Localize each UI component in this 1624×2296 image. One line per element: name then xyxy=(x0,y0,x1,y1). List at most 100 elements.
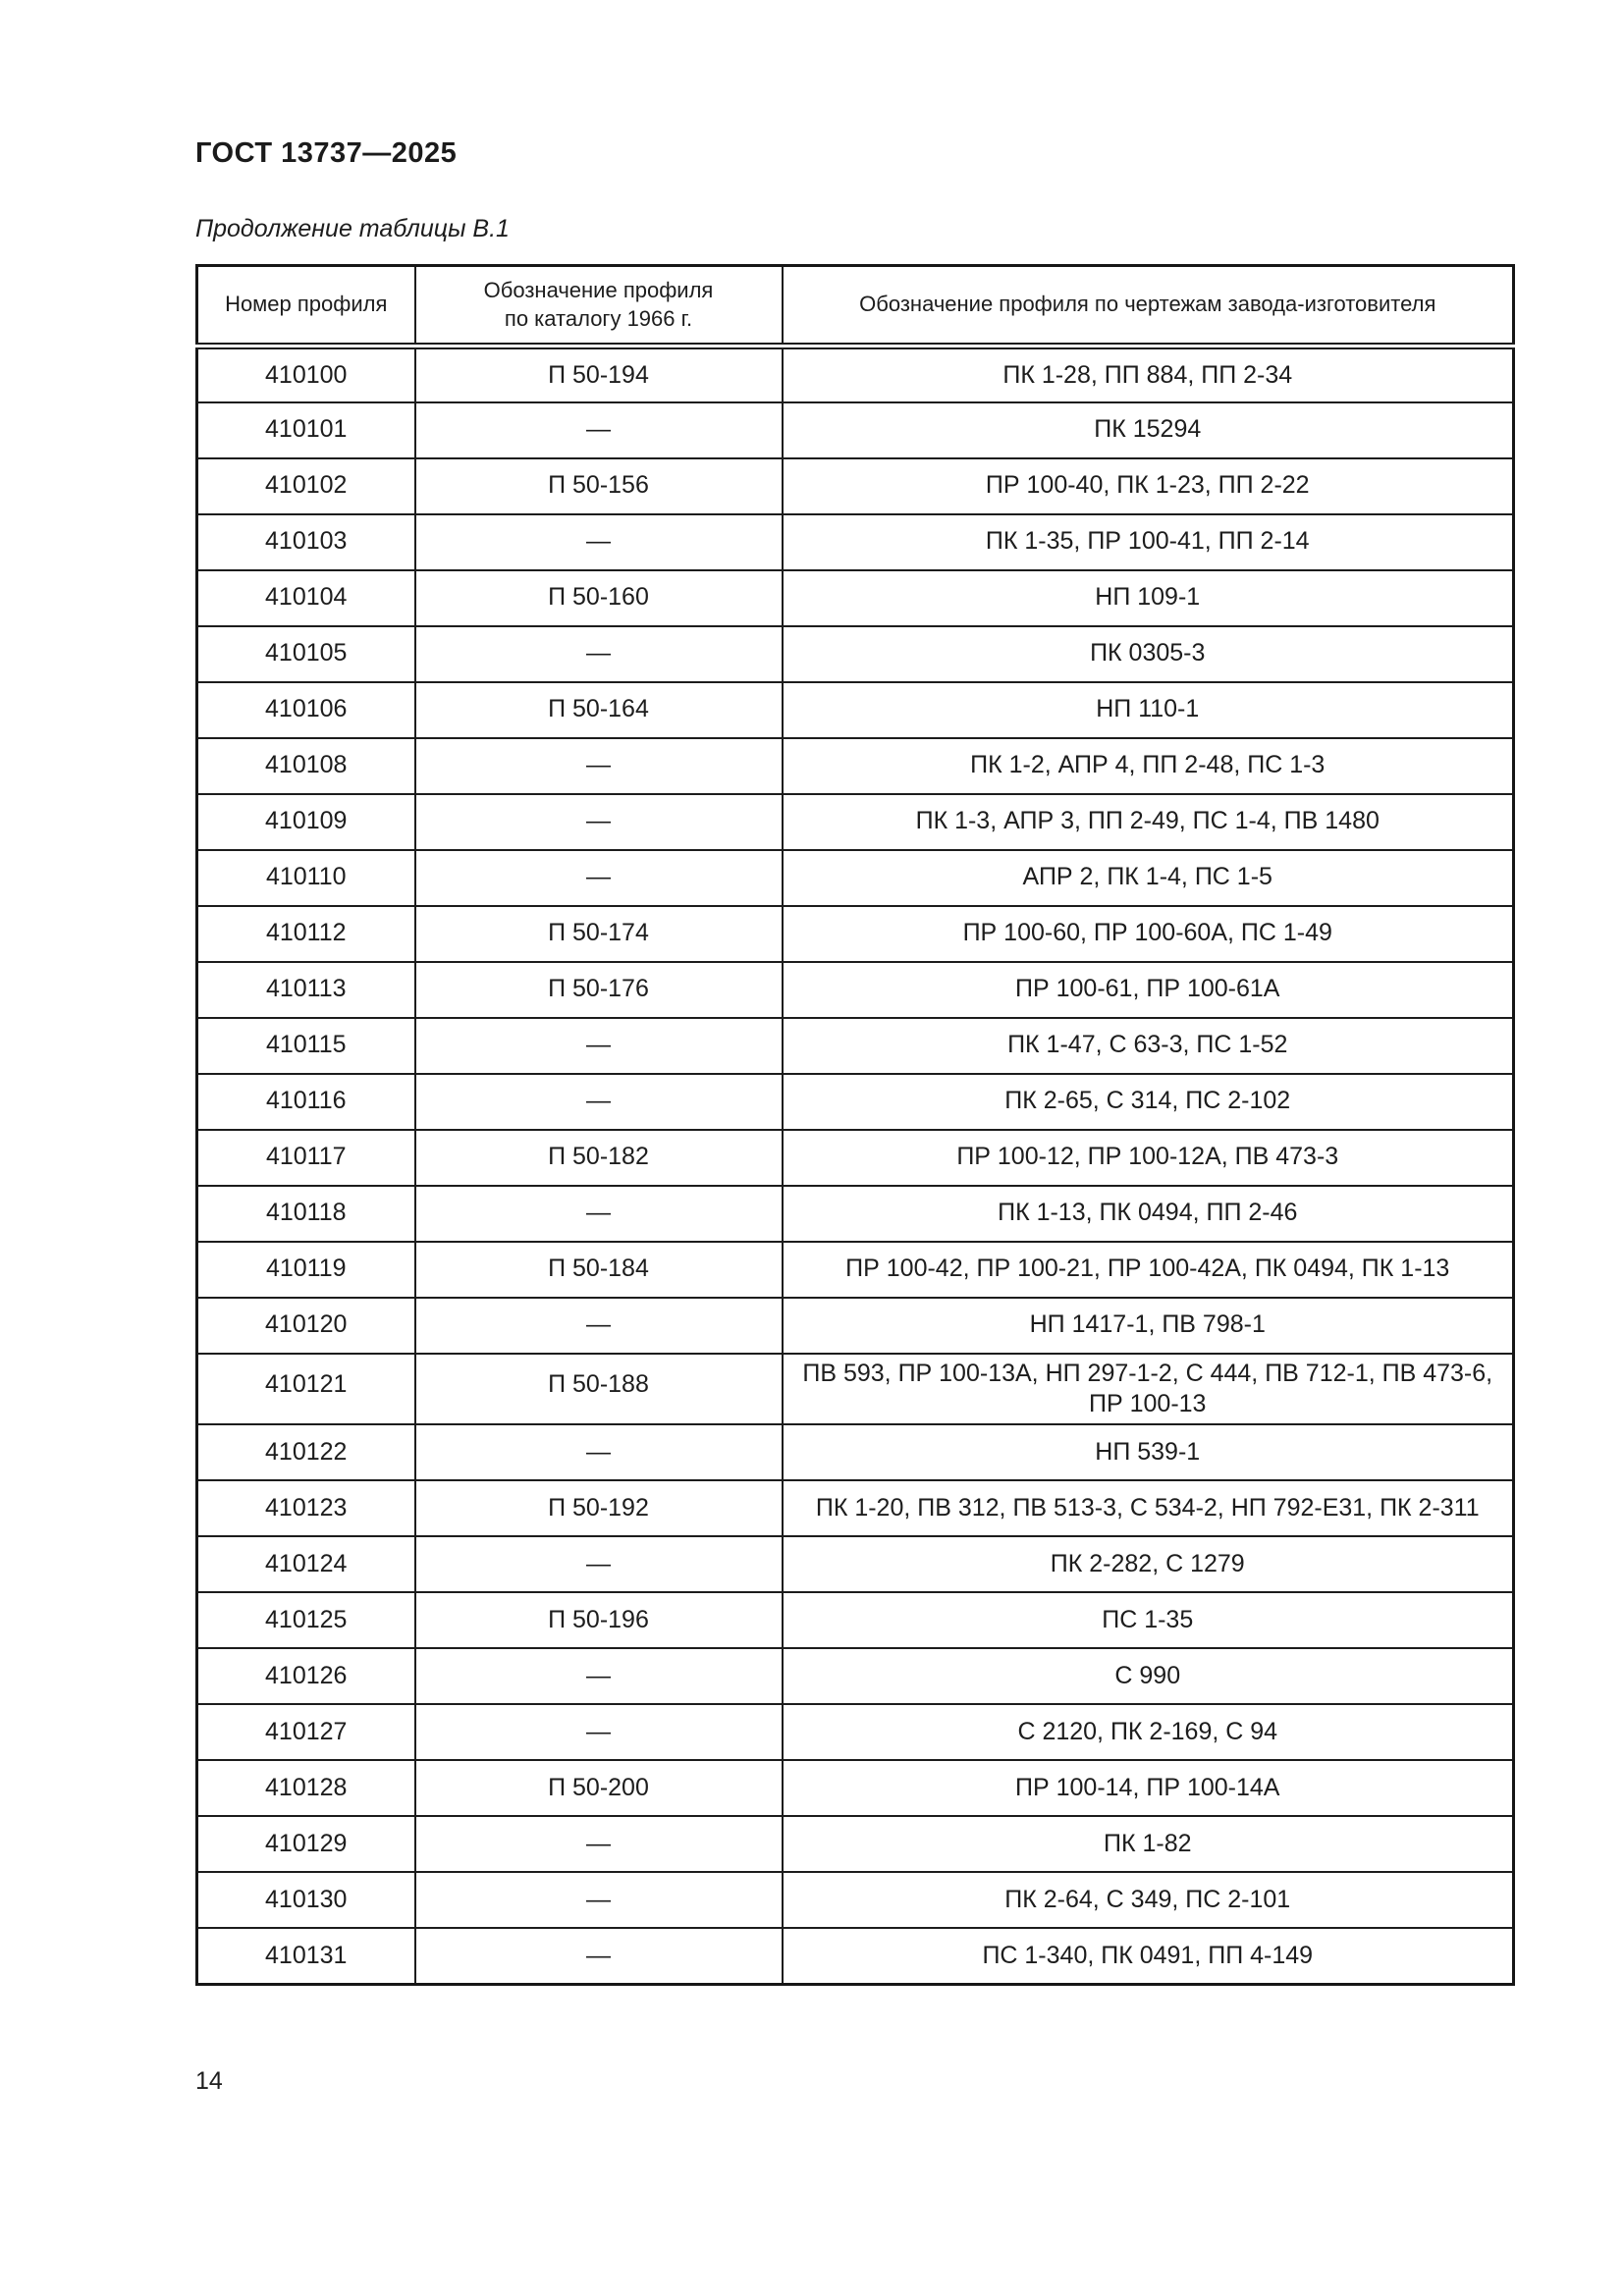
column-header-profile-number: Номер профиля xyxy=(195,264,416,349)
cell-factory-designation: ПК 2-65, С 314, ПС 2-102 xyxy=(781,1072,1515,1131)
table-body: 410100 П 50-194 ПК 1-28, ПП 884, ПП 2-34… xyxy=(195,345,1515,1985)
table-row: 410127 — С 2120, ПК 2-169, С 94 xyxy=(195,1703,1515,1761)
table-row: 410100 П 50-194 ПК 1-28, ПП 884, ПП 2-34 xyxy=(195,345,1515,403)
cell-catalog-designation: П 50-184 xyxy=(413,1240,784,1299)
table-header: Номер профиля Обозначение профиля по кат… xyxy=(195,264,1515,349)
cell-factory-designation: С 2120, ПК 2-169, С 94 xyxy=(781,1703,1515,1761)
cell-profile-number: 410130 xyxy=(195,1871,416,1929)
cell-catalog-designation: П 50-176 xyxy=(413,960,784,1019)
page-content: ГОСТ 13737—2025 Продолжение таблицы В.1 … xyxy=(195,0,1515,1986)
cell-catalog-designation: П 50-192 xyxy=(413,1479,784,1537)
cell-profile-number: 410100 xyxy=(195,345,416,403)
cell-profile-number: 410121 xyxy=(195,1352,416,1425)
cell-catalog-designation: — xyxy=(413,512,784,571)
table-row: 410108 — ПК 1-2, АПР 4, ПП 2-48, ПС 1-3 xyxy=(195,736,1515,795)
cell-factory-designation: ПК 2-282, С 1279 xyxy=(781,1535,1515,1593)
cell-catalog-designation: П 50-160 xyxy=(413,568,784,627)
cell-factory-designation: НП 539-1 xyxy=(781,1423,1515,1481)
cell-catalog-designation: П 50-200 xyxy=(413,1759,784,1817)
cell-profile-number: 410122 xyxy=(195,1423,416,1481)
table-row: 410109 — ПК 1-3, АПР 3, ПП 2-49, ПС 1-4,… xyxy=(195,792,1515,851)
cell-catalog-designation: — xyxy=(413,792,784,851)
cell-factory-designation: НП 110-1 xyxy=(781,680,1515,739)
cell-catalog-designation: — xyxy=(413,624,784,683)
cell-catalog-designation: — xyxy=(413,1016,784,1075)
table-row: 410121 П 50-188 ПВ 593, ПР 100-13А, НП 2… xyxy=(195,1352,1515,1425)
page-number: 14 xyxy=(195,2067,223,2095)
cell-factory-designation: НП 1417-1, ПВ 798-1 xyxy=(781,1296,1515,1355)
cell-factory-designation: АПР 2, ПК 1-4, ПС 1-5 xyxy=(781,848,1515,907)
cell-catalog-designation: — xyxy=(413,1423,784,1481)
cell-profile-number: 410129 xyxy=(195,1815,416,1873)
table-row: 410119 П 50-184 ПР 100-42, ПР 100-21, ПР… xyxy=(195,1240,1515,1299)
cell-profile-number: 410103 xyxy=(195,512,416,571)
table-row: 410103 — ПК 1-35, ПР 100-41, ПП 2-14 xyxy=(195,512,1515,571)
table-row: 410123 П 50-192 ПК 1-20, ПВ 312, ПВ 513-… xyxy=(195,1479,1515,1537)
cell-factory-designation: ПК 1-3, АПР 3, ПП 2-49, ПС 1-4, ПВ 1480 xyxy=(781,792,1515,851)
cell-factory-designation: ПК 1-82 xyxy=(781,1815,1515,1873)
table-row: 410101 — ПК 15294 xyxy=(195,400,1515,459)
cell-catalog-designation: П 50-196 xyxy=(413,1591,784,1649)
cell-profile-number: 410109 xyxy=(195,792,416,851)
table-row: 410113 П 50-176 ПР 100-61, ПР 100-61А xyxy=(195,960,1515,1019)
column-header-factory-drawings: Обозначение профиля по чертежам завода-и… xyxy=(781,264,1515,349)
table-row: 410128 П 50-200 ПР 100-14, ПР 100-14А xyxy=(195,1759,1515,1817)
cell-catalog-designation: — xyxy=(413,1871,784,1929)
cell-profile-number: 410117 xyxy=(195,1128,416,1187)
cell-catalog-designation: — xyxy=(413,1703,784,1761)
cell-factory-designation: ПК 2-64, С 349, ПС 2-101 xyxy=(781,1871,1515,1929)
cell-factory-designation: ПК 1-13, ПК 0494, ПП 2-46 xyxy=(781,1184,1515,1243)
cell-profile-number: 410112 xyxy=(195,904,416,963)
table-row: 410124 — ПК 2-282, С 1279 xyxy=(195,1535,1515,1593)
profile-table: Номер профиля Обозначение профиля по кат… xyxy=(195,264,1515,1986)
cell-factory-designation: ПР 100-42, ПР 100-21, ПР 100-42А, ПК 049… xyxy=(781,1240,1515,1299)
cell-factory-designation: ПК 1-35, ПР 100-41, ПП 2-14 xyxy=(781,512,1515,571)
cell-profile-number: 410104 xyxy=(195,568,416,627)
table-row: 410118 — ПК 1-13, ПК 0494, ПП 2-46 xyxy=(195,1184,1515,1243)
table-row: 410122 — НП 539-1 xyxy=(195,1423,1515,1481)
cell-profile-number: 410123 xyxy=(195,1479,416,1537)
table-row: 410105 — ПК 0305-3 xyxy=(195,624,1515,683)
cell-factory-designation: ПС 1-340, ПК 0491, ПП 4-149 xyxy=(781,1927,1515,1985)
cell-profile-number: 410105 xyxy=(195,624,416,683)
cell-catalog-designation: — xyxy=(413,736,784,795)
cell-catalog-designation: — xyxy=(413,1184,784,1243)
cell-profile-number: 410113 xyxy=(195,960,416,1019)
cell-factory-designation: ПР 100-60, ПР 100-60А, ПС 1-49 xyxy=(781,904,1515,963)
cell-profile-number: 410120 xyxy=(195,1296,416,1355)
cell-factory-designation: ПК 1-28, ПП 884, ПП 2-34 xyxy=(781,345,1515,403)
cell-profile-number: 410108 xyxy=(195,736,416,795)
cell-factory-designation: НП 109-1 xyxy=(781,568,1515,627)
table-row: 410125 П 50-196 ПС 1-35 xyxy=(195,1591,1515,1649)
table-row: 410131 — ПС 1-340, ПК 0491, ПП 4-149 xyxy=(195,1927,1515,1985)
cell-profile-number: 410106 xyxy=(195,680,416,739)
table-row: 410115 — ПК 1-47, С 63-3, ПС 1-52 xyxy=(195,1016,1515,1075)
cell-factory-designation: ПР 100-12, ПР 100-12А, ПВ 473-3 xyxy=(781,1128,1515,1187)
cell-catalog-designation: П 50-182 xyxy=(413,1128,784,1187)
table-row: 410116 — ПК 2-65, С 314, ПС 2-102 xyxy=(195,1072,1515,1131)
cell-profile-number: 410127 xyxy=(195,1703,416,1761)
table-row: 410117 П 50-182 ПР 100-12, ПР 100-12А, П… xyxy=(195,1128,1515,1187)
cell-factory-designation: ПР 100-61, ПР 100-61А xyxy=(781,960,1515,1019)
cell-catalog-designation: — xyxy=(413,1647,784,1705)
table-row: 410112 П 50-174 ПР 100-60, ПР 100-60А, П… xyxy=(195,904,1515,963)
cell-factory-designation: С 990 xyxy=(781,1647,1515,1705)
cell-catalog-designation: — xyxy=(413,1072,784,1131)
cell-catalog-designation: — xyxy=(413,1927,784,1985)
table-row: 410129 — ПК 1-82 xyxy=(195,1815,1515,1873)
cell-factory-designation: ПК 0305-3 xyxy=(781,624,1515,683)
doc-title: ГОСТ 13737—2025 xyxy=(195,137,458,169)
cell-factory-designation: ПК 1-20, ПВ 312, ПВ 513-3, С 534-2, НП 7… xyxy=(781,1479,1515,1537)
table-row: 410106 П 50-164 НП 110-1 xyxy=(195,680,1515,739)
table-row: 410126 — С 990 xyxy=(195,1647,1515,1705)
table-row: 410130 — ПК 2-64, С 349, ПС 2-101 xyxy=(195,1871,1515,1929)
cell-catalog-designation: П 50-194 xyxy=(413,345,784,403)
cell-profile-number: 410124 xyxy=(195,1535,416,1593)
cell-factory-designation: ПР 100-14, ПР 100-14А xyxy=(781,1759,1515,1817)
cell-catalog-designation: П 50-174 xyxy=(413,904,784,963)
cell-factory-designation: ПВ 593, ПР 100-13А, НП 297-1-2, С 444, П… xyxy=(781,1352,1515,1425)
cell-factory-designation: ПС 1-35 xyxy=(781,1591,1515,1649)
table-row: 410120 — НП 1417-1, ПВ 798-1 xyxy=(195,1296,1515,1355)
cell-profile-number: 410118 xyxy=(195,1184,416,1243)
